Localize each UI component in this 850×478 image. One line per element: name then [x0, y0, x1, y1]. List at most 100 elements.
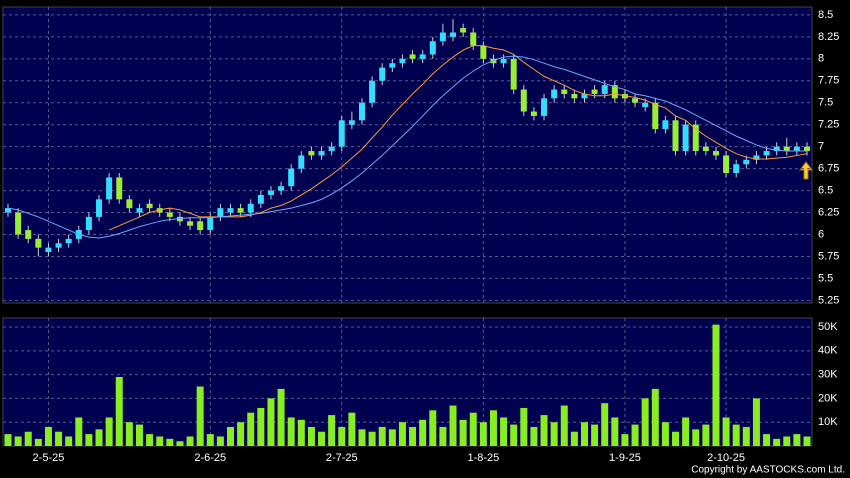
volume-bar: [85, 434, 93, 446]
candle-body: [85, 216, 92, 231]
candle-body: [419, 54, 426, 59]
y-tick-label: 6.25: [818, 206, 839, 218]
candle-body: [692, 124, 699, 152]
x-tick-label: 2-7-25: [326, 452, 358, 464]
candle-body: [116, 177, 123, 200]
candle-body: [773, 146, 780, 152]
volume-bar: [146, 434, 154, 446]
moving-average-line: [7, 55, 807, 239]
candle-body: [723, 155, 730, 174]
volume-bar: [267, 398, 275, 446]
volume-bar: [44, 426, 52, 446]
candle-body: [65, 238, 72, 244]
volume-bar: [449, 405, 457, 446]
volume-bar: [621, 434, 629, 446]
candle-body: [541, 98, 548, 116]
volume-bar: [672, 431, 680, 446]
volume-bar: [277, 388, 285, 446]
candle-body: [358, 102, 365, 121]
volume-bar: [611, 417, 619, 446]
candle-body: [389, 63, 396, 68]
y-tick-label: 7.25: [818, 119, 839, 131]
y-tick-label: 40K: [818, 345, 838, 357]
volume-bar: [257, 407, 265, 446]
volume-bar: [419, 419, 427, 446]
volume-bar: [631, 424, 639, 446]
volume-bar: [4, 434, 12, 446]
candle-body: [96, 199, 103, 217]
candle-body: [257, 194, 264, 204]
volume-bar: [348, 412, 356, 446]
candle-body: [743, 159, 750, 165]
x-tick-label: 2-10-25: [707, 452, 745, 464]
candle-body: [652, 102, 659, 130]
y-tick-label: 6.5: [818, 184, 833, 196]
candle-body: [5, 208, 11, 213]
candle-body: [682, 124, 689, 152]
volume-bar: [358, 429, 366, 446]
volume-bar: [24, 431, 32, 446]
y-tick-label: 8.5: [818, 9, 833, 21]
volume-bar: [520, 407, 528, 446]
candle-body: [379, 67, 386, 81]
candle-body: [429, 41, 436, 55]
candle-body: [733, 164, 740, 174]
volume-bar: [115, 377, 123, 446]
volume-bar: [409, 426, 417, 446]
y-tick-label: 8: [818, 53, 824, 65]
candle-body: [611, 85, 618, 99]
volume-bar: [378, 426, 386, 446]
candle-body: [520, 89, 527, 112]
y-tick-label: 50K: [818, 321, 838, 333]
candle-body: [399, 58, 406, 64]
y-tick-label: 7.75: [818, 75, 839, 87]
volume-bar: [95, 429, 103, 446]
candle-body: [439, 32, 446, 42]
volume-bar: [196, 386, 204, 446]
volume-bar: [732, 424, 740, 446]
candle-body: [197, 221, 204, 231]
volume-bar: [388, 429, 396, 446]
volume-bar: [176, 441, 184, 446]
volume-bar: [500, 417, 508, 446]
volume-bar: [591, 424, 599, 446]
candle-body: [126, 199, 133, 209]
candle-body: [348, 120, 355, 125]
candle-body: [712, 151, 719, 156]
y-tick-label: 8.25: [818, 31, 839, 43]
volume-bar: [510, 424, 518, 446]
volume-bar: [763, 434, 771, 446]
volume-bar: [156, 436, 164, 446]
volume-bar: [368, 431, 376, 446]
y-tick-label: 30K: [818, 369, 838, 381]
price-panel: [2, 6, 813, 304]
candle-body: [642, 102, 649, 108]
candle-body: [369, 80, 376, 103]
volume-bar: [742, 426, 750, 446]
candle-body: [328, 146, 335, 152]
volume-bar: [75, 417, 83, 446]
volume-bar: [297, 419, 305, 446]
volume-bar: [651, 388, 659, 446]
candle-body: [632, 98, 639, 103]
volume-panel: [2, 317, 813, 447]
volume-bar: [459, 419, 467, 446]
candle-body: [591, 89, 598, 94]
y-tick-label: 5.25: [818, 294, 839, 306]
volume-bar: [702, 424, 710, 446]
y-tick-label: 6: [818, 228, 824, 240]
candle-body: [278, 186, 285, 191]
candle-body: [702, 146, 709, 152]
volume-bar: [14, 436, 22, 446]
candle-body: [601, 85, 608, 94]
candle-body: [470, 32, 477, 46]
volume-bar: [752, 398, 760, 446]
volume-bar: [783, 436, 791, 446]
volume-bar: [237, 422, 245, 446]
volume-bar: [125, 422, 133, 446]
copyright: Copyright by AASTOCKS.com Ltd.: [691, 465, 845, 476]
y-tick-label: 5.75: [818, 250, 839, 262]
candle-body: [551, 89, 558, 99]
volume-bar: [692, 429, 700, 446]
volume-bar: [65, 436, 73, 446]
